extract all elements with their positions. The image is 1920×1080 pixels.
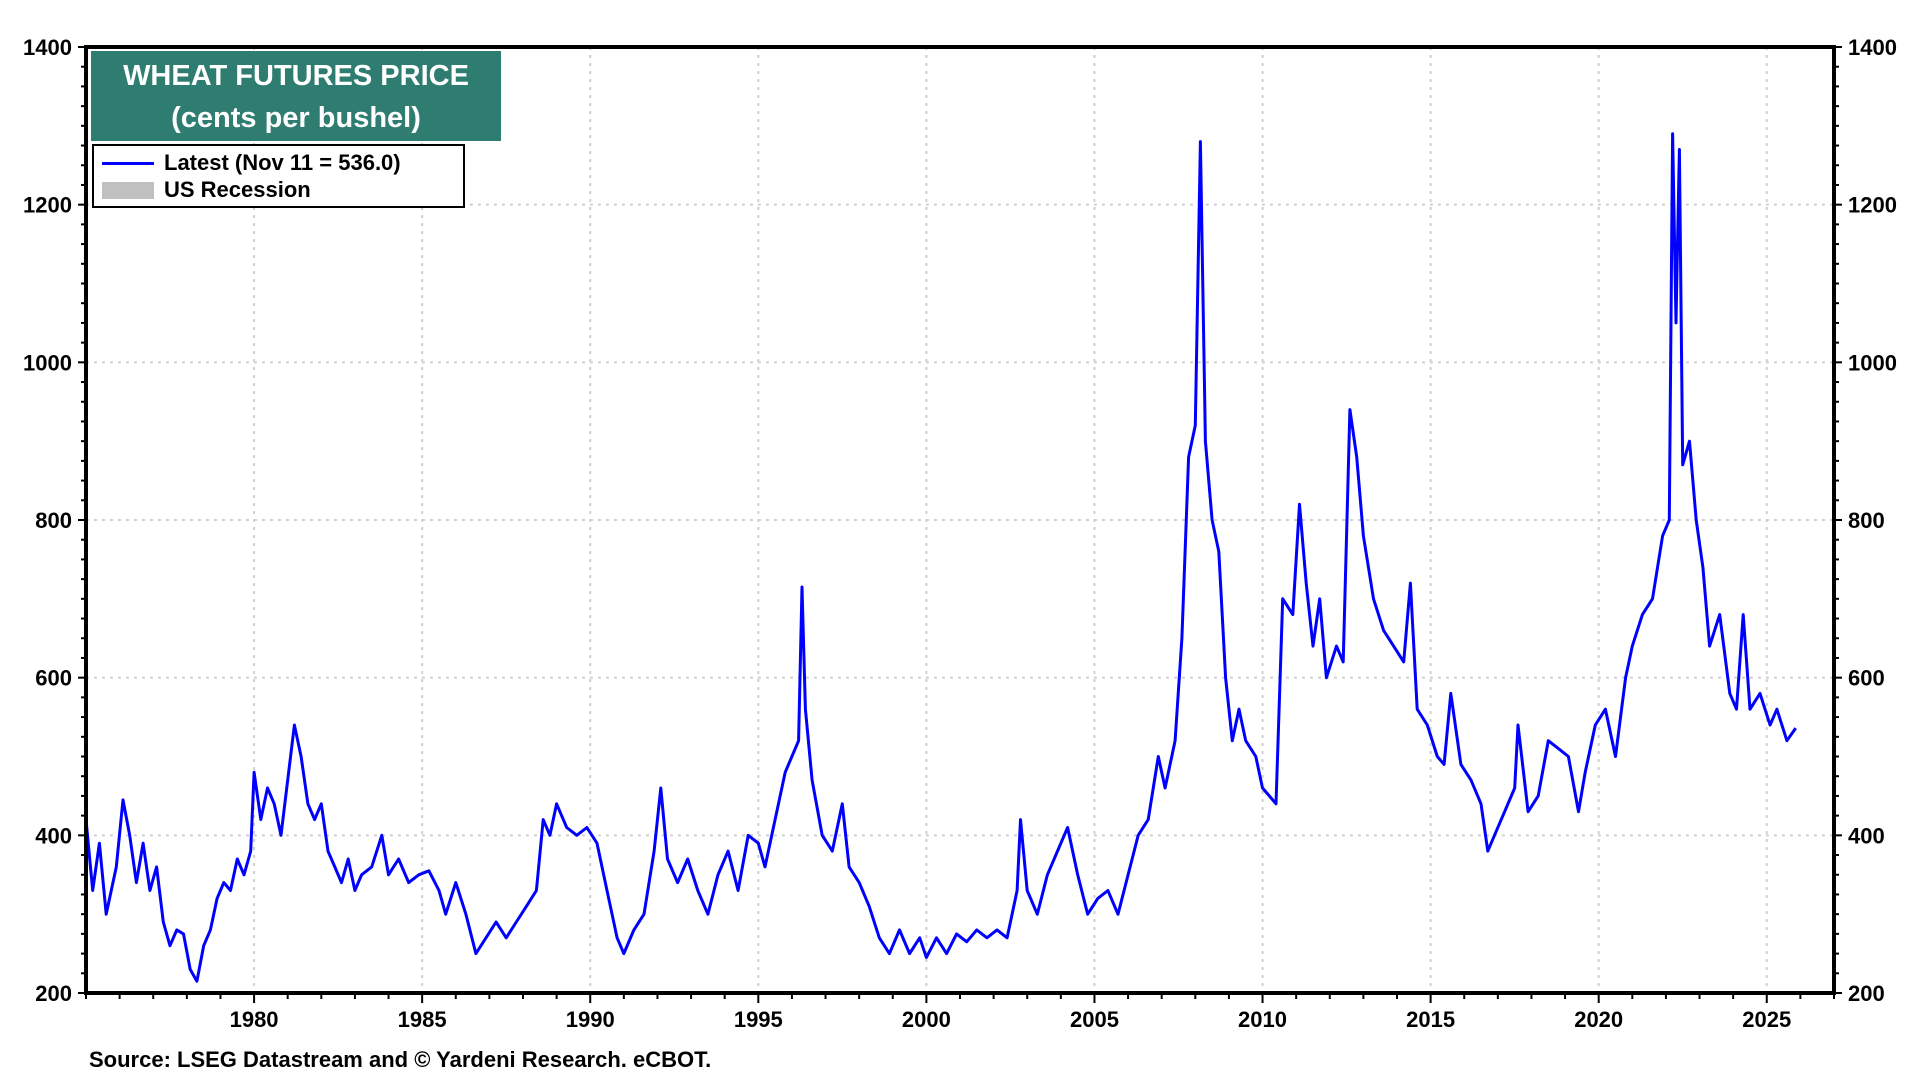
y-tick-label-right: 200 [1848, 981, 1885, 1006]
x-tick-label: 1985 [398, 1007, 447, 1032]
y-tick-label-left: 1000 [23, 350, 72, 375]
y-tick-label-left: 800 [35, 508, 72, 533]
y-tick-label-left: 400 [35, 823, 72, 848]
x-tick-label: 1980 [230, 1007, 279, 1032]
legend: Latest (Nov 11 = 536.0) US Recession [92, 144, 465, 208]
legend-line-swatch [102, 161, 154, 165]
y-tick-label-left: 1400 [23, 35, 72, 60]
chart-subtitle: (cents per bushel) [171, 102, 421, 134]
x-tick-label: 2000 [902, 1007, 951, 1032]
legend-item-recession: US Recession [102, 177, 311, 203]
x-tick-label: 2005 [1070, 1007, 1119, 1032]
plot-frame [84, 45, 1836, 995]
x-tick-label: 2020 [1574, 1007, 1623, 1032]
x-tick-label: 2010 [1238, 1007, 1287, 1032]
y-tick-label-right: 1400 [1848, 35, 1897, 60]
y-tick-label-left: 1200 [23, 193, 72, 218]
y-tick-label-right: 1000 [1848, 350, 1897, 375]
y-tick-label-left: 600 [35, 666, 72, 691]
y-tick-label-right: 800 [1848, 508, 1885, 533]
y-tick-label-left: 200 [35, 981, 72, 1006]
chart-title-box: WHEAT FUTURES PRICE (cents per bushel) [91, 51, 501, 141]
legend-label-latest: Latest (Nov 11 = 536.0) [164, 150, 401, 175]
chart-title: WHEAT FUTURES PRICE [123, 60, 469, 92]
y-tick-label-right: 1200 [1848, 193, 1897, 218]
y-tick-label-right: 400 [1848, 823, 1885, 848]
x-tick-label: 2025 [1742, 1007, 1791, 1032]
series-line-wheat-price [84, 132, 1797, 983]
source-note: Source: LSEG Datastream and © Yardeni Re… [89, 1047, 712, 1072]
x-tick-label: 1995 [734, 1007, 783, 1032]
y-tick-label-right: 600 [1848, 666, 1885, 691]
x-tick-label: 2015 [1406, 1007, 1455, 1032]
x-tick-label: 1990 [566, 1007, 615, 1032]
legend-label-recession: US Recession [164, 177, 311, 202]
legend-patch-swatch [102, 181, 154, 199]
legend-item-latest: Latest (Nov 11 = 536.0) [102, 150, 401, 176]
